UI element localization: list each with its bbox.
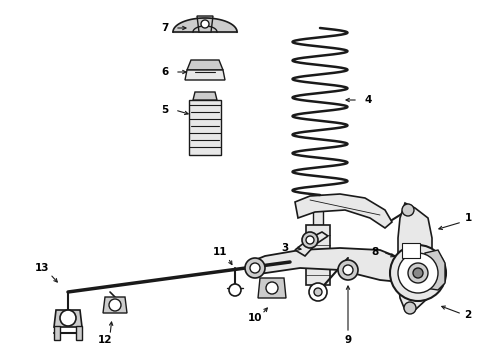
Circle shape: [245, 258, 265, 278]
Circle shape: [408, 263, 428, 283]
Polygon shape: [54, 310, 82, 327]
Polygon shape: [425, 250, 445, 290]
Text: 7: 7: [161, 23, 169, 33]
Polygon shape: [250, 248, 408, 282]
Text: 9: 9: [344, 335, 351, 345]
Circle shape: [404, 302, 416, 314]
Circle shape: [109, 299, 121, 311]
Circle shape: [229, 284, 241, 296]
Text: 12: 12: [98, 335, 112, 345]
Polygon shape: [185, 70, 225, 80]
Text: 6: 6: [161, 67, 169, 77]
Circle shape: [338, 260, 358, 280]
Text: 4: 4: [364, 95, 372, 105]
Polygon shape: [54, 326, 60, 340]
Circle shape: [413, 268, 423, 278]
Circle shape: [266, 282, 278, 294]
Circle shape: [60, 310, 76, 326]
Text: 1: 1: [465, 213, 472, 223]
Text: 5: 5: [161, 105, 169, 115]
Polygon shape: [103, 297, 127, 313]
Text: 10: 10: [248, 313, 262, 323]
Polygon shape: [295, 232, 328, 256]
Circle shape: [390, 245, 446, 301]
Text: 13: 13: [35, 263, 49, 273]
Circle shape: [398, 253, 438, 293]
Polygon shape: [197, 16, 213, 32]
Circle shape: [314, 288, 322, 296]
Polygon shape: [76, 326, 82, 340]
Polygon shape: [193, 92, 217, 100]
Text: 2: 2: [465, 310, 472, 320]
Polygon shape: [313, 195, 323, 225]
Circle shape: [302, 232, 318, 248]
Text: 3: 3: [281, 243, 289, 253]
Polygon shape: [189, 100, 221, 155]
Text: 8: 8: [371, 247, 379, 257]
Polygon shape: [398, 203, 432, 310]
Circle shape: [201, 20, 209, 28]
Circle shape: [306, 236, 314, 244]
Circle shape: [309, 283, 327, 301]
Text: 11: 11: [213, 247, 227, 257]
Polygon shape: [295, 194, 392, 228]
Polygon shape: [306, 225, 330, 285]
Polygon shape: [258, 278, 286, 298]
Circle shape: [343, 265, 353, 275]
Polygon shape: [402, 243, 420, 258]
Circle shape: [250, 263, 260, 273]
Polygon shape: [187, 60, 223, 70]
Circle shape: [402, 204, 414, 216]
